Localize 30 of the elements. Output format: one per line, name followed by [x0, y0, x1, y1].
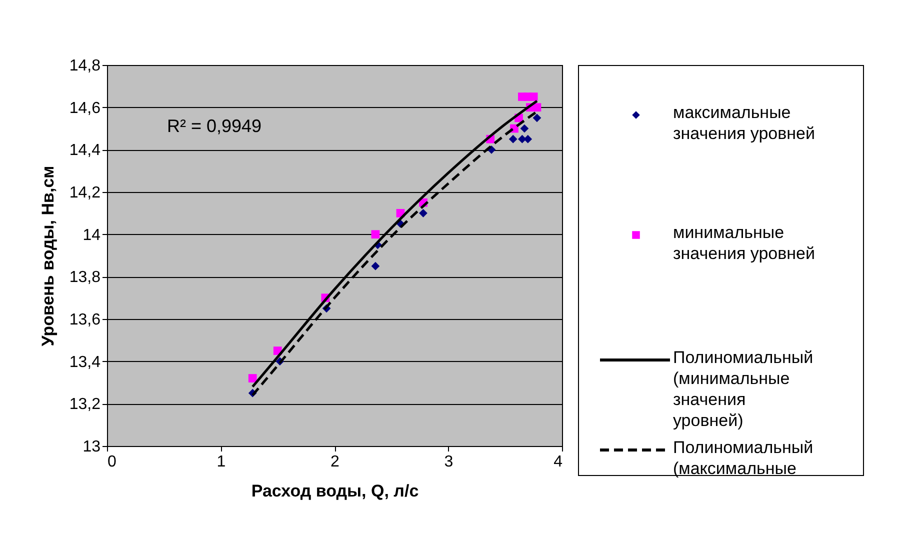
x-tick-label: 3: [444, 454, 454, 470]
y-tick-label: 14: [82, 226, 101, 244]
point: [508, 134, 518, 144]
y-tick-label: 14,8: [69, 58, 101, 74]
y-tick-label: 14,2: [69, 184, 101, 202]
y-tick-label: 13,4: [69, 354, 101, 371]
point: [532, 114, 542, 122]
y-tick-label: 13: [82, 438, 101, 456]
legend-label: Полиномиальный (максимальные: [673, 438, 814, 478]
x-tick-label: 1: [216, 454, 226, 470]
point: [419, 208, 428, 218]
y-axis-title: Уровень воды, Нв,см: [38, 166, 58, 346]
y-tick-label: 13,2: [69, 396, 101, 414]
x-axis-title: Расход воды, Q, л/с: [251, 482, 419, 500]
legend-label: максимальные значения уровней: [673, 103, 815, 143]
x-tick-label: 4: [554, 454, 563, 470]
y-tick-label: 14,6: [69, 100, 101, 117]
y-tick-label: 13,6: [69, 312, 101, 328]
x-tick-label: 2: [330, 454, 340, 470]
point: [371, 262, 380, 270]
point: [529, 92, 538, 101]
y-tick-label: 13,8: [69, 269, 101, 286]
annotation: R² = 0,9949: [167, 116, 262, 136]
x-tick-label: 0: [108, 454, 116, 470]
point: [371, 230, 380, 239]
legend-label: минимальные значения уровней: [673, 223, 815, 263]
legend-label: Полиномиальный (минимальные значения уровней): [673, 348, 814, 430]
y-tick-label: 14,4: [69, 142, 101, 160]
point: [520, 124, 529, 133]
point: [248, 374, 257, 382]
